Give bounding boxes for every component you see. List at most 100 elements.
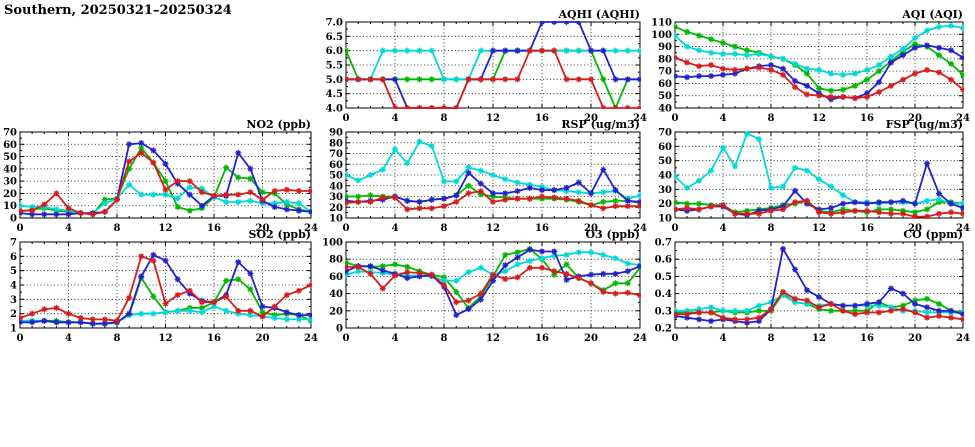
- svg-text:20: 20: [256, 333, 270, 344]
- svg-text:4.5: 4.5: [326, 89, 343, 100]
- svg-text:20: 20: [256, 223, 270, 234]
- svg-text:70: 70: [658, 128, 672, 139]
- chart-so2: 1 2 3 4 5 6 7 0 4 8 12 16 20 24 SO2 (ppb): [0, 228, 319, 348]
- svg-text:16: 16: [535, 113, 549, 124]
- page-title: Southern, 20250321–20250324: [4, 3, 232, 18]
- svg-text:0: 0: [343, 113, 350, 124]
- svg-text:100: 100: [651, 30, 672, 41]
- svg-text:12: 12: [159, 333, 173, 344]
- svg-text:16: 16: [207, 223, 221, 234]
- svg-text:70: 70: [329, 149, 343, 160]
- svg-text:1: 1: [10, 324, 17, 335]
- chart-aqi: 40 50 60 70 80 90 100 110 0 4 8 12 16 20 24 AQI (AQI): [649, 8, 971, 128]
- chart-svg-aqhi: 4.0 4.5 5.0 5.5 6.0 6.5 7.0 0 4 8 12 16 20 24 AQHI (AQ…: [326, 8, 647, 124]
- svg-text:40: 40: [3, 164, 17, 175]
- svg-text:O3 (ppb): O3 (ppb): [585, 228, 640, 241]
- svg-text:80: 80: [658, 54, 672, 65]
- svg-text:24: 24: [633, 223, 647, 234]
- svg-text:6.0: 6.0: [326, 46, 343, 57]
- svg-text:8: 8: [441, 223, 448, 234]
- svg-text:100: 100: [322, 238, 343, 249]
- svg-text:12: 12: [812, 223, 826, 234]
- svg-text:0.5: 0.5: [655, 272, 672, 283]
- svg-text:24: 24: [633, 333, 647, 344]
- svg-text:0: 0: [343, 223, 350, 234]
- svg-text:12: 12: [159, 223, 173, 234]
- svg-text:5.0: 5.0: [326, 75, 343, 86]
- svg-text:5: 5: [10, 266, 17, 277]
- svg-text:60: 60: [658, 142, 672, 153]
- svg-text:40: 40: [329, 181, 343, 192]
- svg-text:24: 24: [956, 113, 970, 124]
- svg-text:24: 24: [304, 223, 318, 234]
- svg-text:RSP (ug/m3): RSP (ug/m3): [561, 118, 640, 131]
- svg-text:24: 24: [956, 223, 970, 234]
- svg-text:10: 10: [658, 214, 672, 225]
- svg-text:20: 20: [329, 203, 343, 214]
- svg-text:80: 80: [329, 138, 343, 149]
- svg-text:0: 0: [17, 333, 24, 344]
- svg-text:80: 80: [329, 255, 343, 266]
- svg-text:20: 20: [584, 223, 598, 234]
- svg-text:30: 30: [3, 177, 17, 188]
- svg-text:16: 16: [860, 333, 874, 344]
- svg-text:70: 70: [658, 67, 672, 78]
- chart-svg-co: 0.2 0.3 0.4 0.5 0.6 0.7 0 4 8 12 16 20 24 CO (ppm): [655, 228, 970, 344]
- svg-text:4: 4: [65, 333, 72, 344]
- svg-text:8: 8: [768, 223, 775, 234]
- svg-text:60: 60: [3, 140, 17, 151]
- svg-text:10: 10: [3, 201, 17, 212]
- svg-text:50: 50: [658, 156, 672, 167]
- svg-text:12: 12: [486, 113, 500, 124]
- chart-aqhi: 4.0 4.5 5.0 5.5 6.0 6.5 7.0 0 4 8 12 16 20 24 AQHI (AQ…: [320, 8, 648, 128]
- svg-text:4: 4: [392, 223, 399, 234]
- svg-text:50: 50: [658, 91, 672, 102]
- svg-text:40: 40: [658, 171, 672, 182]
- svg-text:0: 0: [343, 333, 350, 344]
- svg-text:4: 4: [720, 223, 727, 234]
- svg-text:CO (ppm): CO (ppm): [903, 228, 963, 241]
- svg-text:20: 20: [908, 223, 922, 234]
- svg-text:0: 0: [17, 223, 24, 234]
- svg-text:24: 24: [956, 333, 970, 344]
- svg-text:2: 2: [10, 309, 17, 320]
- svg-text:4: 4: [392, 113, 399, 124]
- svg-text:90: 90: [329, 128, 343, 139]
- chart-fsp: 10 20 30 40 50 60 70 0 4 8 12 16 20 24 FSP (ug/m3): [649, 118, 971, 238]
- svg-text:4.0: 4.0: [326, 104, 343, 115]
- svg-text:NO2 (ppb): NO2 (ppb): [246, 118, 311, 131]
- svg-text:8: 8: [441, 333, 448, 344]
- svg-text:24: 24: [304, 333, 318, 344]
- svg-text:8: 8: [114, 223, 121, 234]
- svg-text:110: 110: [651, 18, 672, 29]
- svg-text:30: 30: [329, 192, 343, 203]
- svg-text:4: 4: [720, 113, 727, 124]
- svg-text:60: 60: [329, 160, 343, 171]
- svg-text:8: 8: [114, 333, 121, 344]
- svg-text:20: 20: [908, 333, 922, 344]
- svg-text:7: 7: [10, 238, 17, 249]
- chart-svg-fsp: 10 20 30 40 50 60 70 0 4 8 12 16 20 24 FSP (ug/m3): [658, 118, 970, 234]
- svg-text:0: 0: [672, 333, 679, 344]
- svg-text:24: 24: [633, 113, 647, 124]
- svg-text:16: 16: [860, 113, 874, 124]
- chart-co: 0.2 0.3 0.4 0.5 0.6 0.7 0 4 8 12 16 20 24 CO (ppm): [649, 228, 971, 348]
- svg-text:6.5: 6.5: [326, 32, 343, 43]
- svg-text:4: 4: [720, 333, 727, 344]
- svg-text:6: 6: [10, 252, 17, 263]
- svg-text:40: 40: [658, 104, 672, 115]
- svg-text:AQI (AQI): AQI (AQI): [901, 8, 963, 21]
- svg-text:7.0: 7.0: [326, 18, 343, 29]
- svg-text:60: 60: [329, 272, 343, 283]
- svg-text:FSP (ug/m3): FSP (ug/m3): [886, 118, 963, 131]
- svg-text:0: 0: [10, 214, 17, 225]
- chart-rsp: 10 20 30 40 50 60 70 80 90 0 4 8 12 16 20 24 RSP (ug/m3): [320, 118, 648, 238]
- svg-text:0.7: 0.7: [655, 238, 672, 249]
- svg-text:0: 0: [336, 324, 343, 335]
- svg-text:4: 4: [392, 333, 399, 344]
- chart-o3: 0 20 40 60 80 100 0 4 8 12 16 20 24 O3 (ppb): [320, 228, 648, 348]
- svg-text:20: 20: [329, 306, 343, 317]
- svg-text:16: 16: [535, 333, 549, 344]
